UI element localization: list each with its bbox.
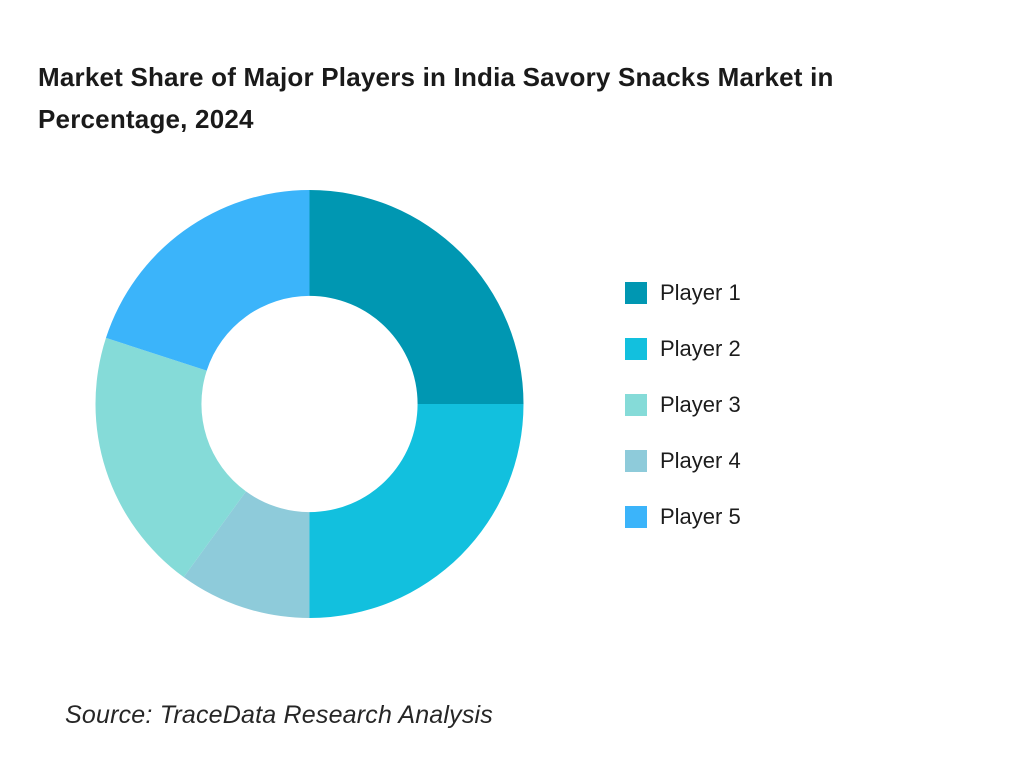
legend-label: Player 1 — [660, 280, 741, 305]
legend-swatch — [625, 338, 647, 360]
donut-segment-player-5 — [105, 189, 310, 371]
legend-label: Player 4 — [660, 448, 741, 473]
legend-swatch — [625, 282, 647, 304]
legend-label: Player 3 — [660, 392, 741, 417]
donut-svg — [95, 189, 524, 618]
legend-item: Player 4 — [625, 450, 741, 472]
legend-swatch — [625, 450, 647, 472]
legend-swatch — [625, 394, 647, 416]
donut-segment-player-1 — [309, 190, 524, 404]
legend: Player 1 Player 2 Player 3 Player 4 Player 5 — [625, 282, 741, 528]
donut-segment-player-4 — [183, 491, 310, 618]
legend-swatch — [625, 506, 647, 528]
legend-item: Player 1 — [625, 282, 741, 304]
chart-title-line-2: Percentage, 2024 — [38, 104, 254, 134]
donut-segment-player-3 — [95, 337, 246, 578]
legend-item: Player 3 — [625, 394, 741, 416]
legend-label: Player 5 — [660, 504, 741, 529]
donut-chart — [85, 179, 535, 629]
legend-label: Player 2 — [660, 336, 741, 361]
chart-title: Market Share of Major Players in India S… — [38, 56, 978, 140]
legend-item: Player 2 — [625, 338, 741, 360]
chart-title-line-1: Market Share of Major Players in India S… — [38, 62, 834, 92]
legend-item: Player 5 — [625, 506, 741, 528]
donut-segment-player-2 — [309, 404, 524, 618]
source-note: Source: TraceData Research Analysis — [65, 701, 494, 729]
